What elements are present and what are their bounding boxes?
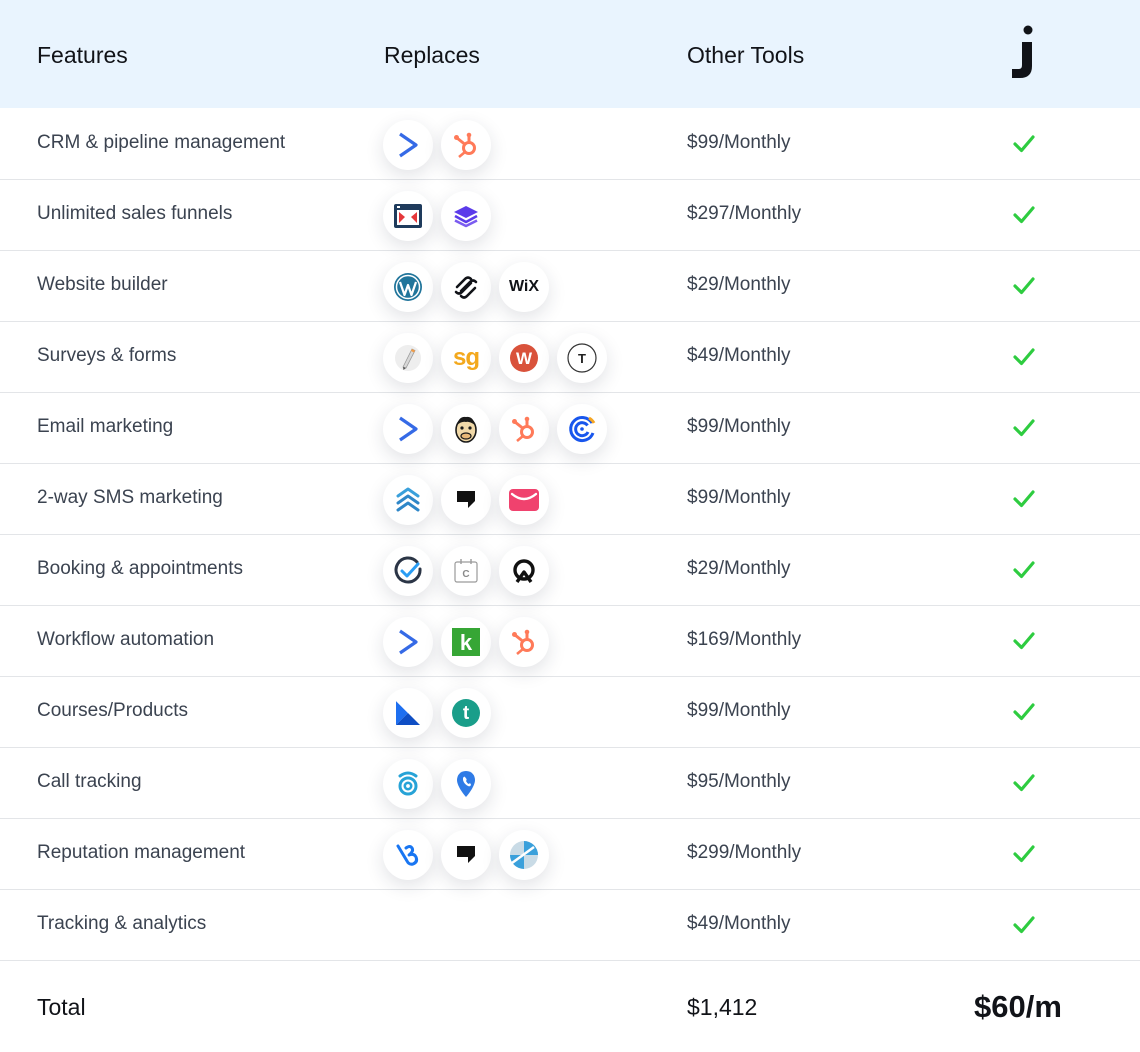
table-row: Website builder WiX $29/Monthly — [0, 251, 1140, 322]
table-row: Call tracking $95/Monthly — [0, 748, 1140, 819]
teachable-icon: t — [441, 688, 491, 738]
mailchimp-icon — [441, 404, 491, 454]
other-tools-price: $29/Monthly — [687, 274, 791, 295]
feature-label: Unlimited sales funnels — [37, 203, 233, 224]
keap-text: k — [460, 630, 473, 655]
check-icon — [1013, 774, 1035, 792]
header-other-tools: Other Tools — [687, 42, 805, 68]
our-price: $60/m — [974, 989, 1062, 1024]
feature-label: Reputation management — [37, 842, 246, 863]
callrail-icon — [383, 759, 433, 809]
keap-icon: k — [441, 617, 491, 667]
envelope-icon — [499, 475, 549, 525]
table-header: Features Replaces Other Tools — [0, 0, 1140, 108]
feature-label: Tracking & analytics — [37, 913, 207, 934]
check-icon — [1013, 703, 1035, 721]
chevrons-up-icon — [383, 475, 433, 525]
total-label: Total — [37, 994, 86, 1020]
feature-label: 2-way SMS marketing — [37, 487, 223, 508]
constant-contact-icon — [557, 404, 607, 454]
feature-label: Website builder — [37, 274, 168, 295]
other-tools-price: $99/Monthly — [687, 487, 791, 508]
brand-logo-icon — [1012, 25, 1033, 78]
hubspot-icon — [499, 404, 549, 454]
wordpress-icon — [383, 262, 433, 312]
feature-label: Workflow automation — [37, 629, 215, 650]
q-icon — [499, 546, 549, 596]
surveygizmo-icon: sg — [441, 333, 491, 383]
other-tools-price: $299/Monthly — [687, 842, 802, 863]
table-row: Unlimited sales funnels $297/Monthly — [0, 180, 1140, 251]
table-row: 2-way SMS marketing $99/Monthly — [0, 464, 1140, 535]
wix-icon: WiX — [499, 262, 549, 312]
check-icon — [1013, 490, 1035, 508]
other-tools-price: $49/Monthly — [687, 345, 791, 366]
feature-label: Call tracking — [37, 771, 142, 792]
other-tools-price: $169/Monthly — [687, 629, 802, 650]
table-row: Email marketing $99/Monthly — [0, 393, 1140, 464]
header-replaces: Replaces — [384, 42, 480, 68]
feature-label: Booking & appointments — [37, 558, 243, 579]
table-row: CRM & pipeline management $99/Monthly — [0, 109, 1140, 180]
squarespace-icon — [441, 262, 491, 312]
teachable-text: t — [463, 703, 470, 724]
total-row: Total $1,412 $60/m — [0, 961, 1140, 1052]
other-tools-price: $95/Monthly — [687, 771, 791, 792]
typeform-icon: T — [557, 333, 607, 383]
surveygizmo-text: sg — [452, 344, 480, 371]
calendly-icon: C — [441, 546, 491, 596]
other-tools-price: $297/Monthly — [687, 203, 802, 224]
calendly-text: C — [462, 569, 469, 580]
wufoo-icon: W — [499, 333, 549, 383]
wufoo-text: W — [516, 349, 533, 368]
other-tools-total: $1,412 — [687, 994, 758, 1020]
hubspot-icon — [441, 120, 491, 170]
layers-icon — [441, 191, 491, 241]
yext-icon — [499, 830, 549, 880]
feature-label: Surveys & forms — [37, 345, 177, 366]
feature-label: Email marketing — [37, 416, 174, 437]
speech-bubble-icon — [441, 830, 491, 880]
acuity-check-icon — [383, 546, 433, 596]
table-row: Reputation management $299/Monthly — [0, 819, 1140, 890]
check-icon — [1013, 845, 1035, 863]
check-icon — [1013, 135, 1035, 153]
feature-label: CRM & pipeline management — [37, 132, 286, 153]
table-row: Courses/Products t $99/Monthly — [0, 677, 1140, 748]
location-pin-icon — [441, 759, 491, 809]
activecampaign-icon — [383, 120, 433, 170]
pencil-form-icon — [383, 333, 433, 383]
other-tools-price: $99/Monthly — [687, 132, 791, 153]
check-icon — [1013, 348, 1035, 366]
check-icon — [1013, 277, 1035, 295]
header-features: Features — [37, 42, 128, 68]
other-tools-price: $49/Monthly — [687, 913, 791, 934]
check-icon — [1013, 419, 1035, 437]
hubspot-icon — [499, 617, 549, 667]
table-row: Tracking & analytics $49/Monthly — [0, 890, 1140, 961]
typeform-text: T — [578, 351, 586, 366]
feature-label: Courses/Products — [37, 700, 189, 721]
other-tools-price: $99/Monthly — [687, 416, 791, 437]
activecampaign-icon — [383, 617, 433, 667]
table-row: Workflow automation k $169/Monthly — [0, 606, 1140, 677]
other-tools-price: $99/Monthly — [687, 700, 791, 721]
birdeye-icon — [383, 830, 433, 880]
speech-bubble-icon — [441, 475, 491, 525]
check-icon — [1013, 561, 1035, 579]
activecampaign-icon — [383, 404, 433, 454]
other-tools-price: $29/Monthly — [687, 558, 791, 579]
check-icon — [1013, 206, 1035, 224]
check-icon — [1013, 916, 1035, 934]
clickfunnels-icon — [383, 191, 433, 241]
kajabi-icon — [383, 688, 433, 738]
table-row: Booking & appointments C $29/Monthly — [0, 535, 1140, 606]
check-icon — [1013, 632, 1035, 650]
table-row: Surveys & forms sg W T $49/Monthly — [0, 322, 1140, 393]
